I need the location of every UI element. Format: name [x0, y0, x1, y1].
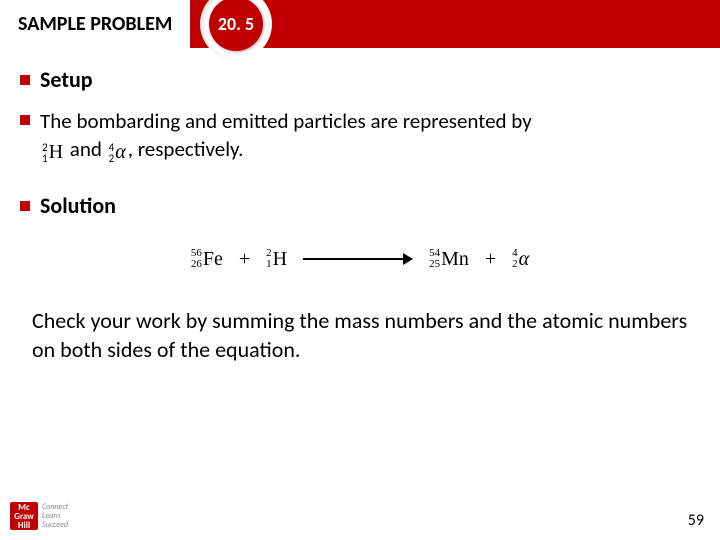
mcgraw-hill-icon: Mc Graw Hill	[10, 502, 38, 530]
solution-title: Solution	[40, 192, 116, 219]
reactant-fe: 5626Fe	[191, 247, 223, 271]
sample-problem-label: SAMPLE PROBLEM	[0, 0, 190, 48]
setup-suffix: , respectively.	[128, 136, 244, 162]
setup-title: Setup	[40, 66, 93, 93]
setup-heading-row: Setup	[20, 66, 700, 93]
problem-number: 20. 5	[209, 0, 263, 51]
bullet-icon	[20, 201, 30, 211]
header-bar: SAMPLE PROBLEM 20. 5	[0, 0, 720, 48]
content-area: Setup The bombarding and emitted particl…	[0, 48, 720, 364]
product-alpha: 42α	[512, 247, 529, 271]
page-number: 59	[688, 511, 704, 530]
solution-heading-row: Solution	[20, 192, 700, 219]
reaction-arrow-icon	[303, 252, 413, 266]
setup-body: The bombarding and emitted particles are…	[40, 107, 532, 166]
check-work-text: Check your work by summing the mass numb…	[20, 307, 700, 364]
plus-sign: +	[239, 248, 250, 271]
setup-joiner: and	[70, 136, 107, 162]
nuclear-equation: 5626Fe + 21H 5425Mn + 42α	[20, 247, 700, 271]
particle-deuterium: 21H	[42, 137, 63, 166]
publisher-logo: Mc Graw Hill Connect Learn Succeed	[10, 502, 68, 530]
plus-sign: +	[485, 248, 496, 271]
bullet-icon	[20, 75, 30, 85]
reactant-h: 21H	[266, 247, 287, 271]
product-mn: 5425Mn	[429, 247, 469, 271]
particle-alpha: 42α	[109, 137, 126, 166]
setup-prefix: The bombarding and emitted particles are…	[40, 108, 532, 134]
setup-body-row: The bombarding and emitted particles are…	[20, 107, 700, 166]
bullet-icon	[20, 115, 30, 125]
publisher-tagline: Connect Learn Succeed	[42, 503, 68, 530]
